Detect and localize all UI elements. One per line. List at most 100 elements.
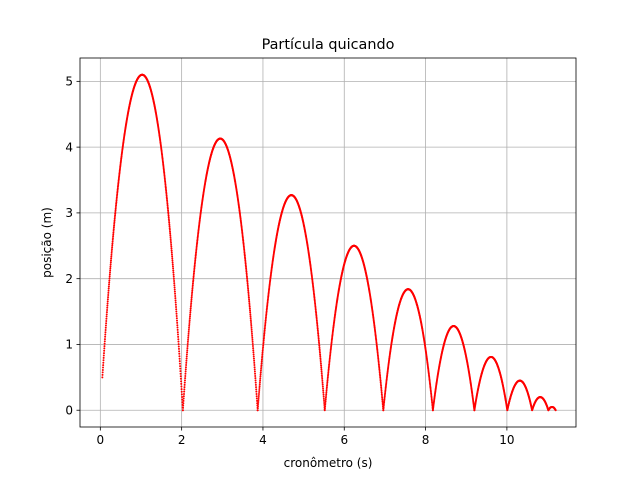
data-point: [179, 377, 182, 380]
data-point: [247, 287, 250, 290]
data-point: [106, 308, 109, 311]
data-point: [251, 334, 254, 337]
data-point: [249, 313, 252, 316]
data-point: [194, 259, 197, 262]
data-point: [316, 321, 319, 324]
data-point: [328, 362, 331, 365]
data-point: [193, 267, 196, 270]
data-point: [253, 364, 256, 367]
data-point: [171, 255, 174, 258]
data-point: [191, 289, 194, 292]
data-point: [255, 397, 258, 400]
data-point: [429, 389, 432, 392]
data-point: [194, 260, 197, 263]
data-point: [254, 379, 257, 382]
data-point: [320, 364, 323, 367]
data-point: [554, 409, 557, 412]
data-point: [380, 386, 383, 389]
data-point: [379, 374, 382, 377]
data-point: [258, 381, 261, 384]
data-point: [253, 361, 256, 364]
data-point: [264, 324, 267, 327]
data-point: [103, 349, 106, 352]
y-tick-label: 0: [65, 403, 73, 417]
data-point: [242, 239, 245, 242]
data-point: [380, 384, 383, 387]
data-point: [174, 301, 177, 304]
data-point: [321, 385, 324, 388]
data-point: [105, 315, 108, 318]
data-point: [111, 240, 114, 243]
data-point: [189, 315, 192, 318]
data-point: [258, 390, 261, 393]
data-point: [321, 379, 324, 382]
data-point: [314, 305, 317, 308]
data-point: [263, 329, 266, 332]
data-point: [109, 263, 112, 266]
data-point: [384, 392, 387, 395]
data-point: [382, 407, 385, 410]
data-point: [314, 303, 317, 306]
data-point: [185, 361, 188, 364]
data-point: [166, 202, 169, 205]
data-point: [323, 399, 326, 402]
data-point: [247, 296, 250, 299]
data-point: [106, 298, 109, 301]
data-point: [109, 261, 112, 264]
data-point: [314, 307, 317, 310]
data-point: [171, 263, 174, 266]
data-point: [257, 392, 260, 395]
data-point: [191, 285, 194, 288]
data-point: [379, 382, 382, 385]
data-point: [186, 342, 189, 345]
data-point: [110, 255, 113, 258]
data-point: [383, 395, 386, 398]
data-point: [163, 177, 166, 180]
data-point: [174, 297, 177, 300]
y-tick-label: 3: [65, 206, 73, 220]
data-point: [109, 271, 111, 274]
data-point: [163, 178, 166, 181]
data-point: [115, 199, 118, 202]
data-point: [322, 393, 325, 396]
data-point: [328, 357, 331, 360]
data-point: [168, 223, 171, 226]
data-point: [315, 317, 318, 320]
data-point: [188, 324, 191, 327]
data-point: [175, 312, 178, 315]
data-point: [324, 400, 327, 403]
data-point: [106, 304, 109, 307]
data-point: [317, 337, 320, 340]
data-point: [168, 219, 171, 222]
data-point: [320, 368, 323, 371]
data-point: [164, 185, 167, 188]
data-point: [326, 381, 329, 384]
data-point: [317, 339, 320, 342]
data-point: [329, 352, 332, 355]
data-point: [248, 303, 251, 306]
data-point: [117, 184, 120, 187]
data-point: [260, 364, 263, 367]
data-point: [181, 409, 184, 412]
data-point: [187, 338, 190, 341]
data-point: [178, 350, 181, 353]
data-point: [263, 332, 266, 335]
data-point: [326, 376, 329, 379]
data-point: [113, 222, 116, 225]
data-point: [248, 298, 251, 301]
data-point: [172, 275, 175, 278]
data-point: [110, 248, 113, 251]
data-point: [253, 359, 256, 362]
data-point: [318, 346, 321, 349]
data-point: [176, 333, 179, 336]
data-point: [254, 383, 257, 386]
data-point: [258, 383, 261, 386]
data-point: [376, 351, 379, 354]
data-point: [245, 270, 248, 273]
data-point: [324, 396, 327, 399]
data-point: [117, 181, 120, 184]
data-point: [317, 336, 320, 339]
data-point: [377, 363, 380, 366]
